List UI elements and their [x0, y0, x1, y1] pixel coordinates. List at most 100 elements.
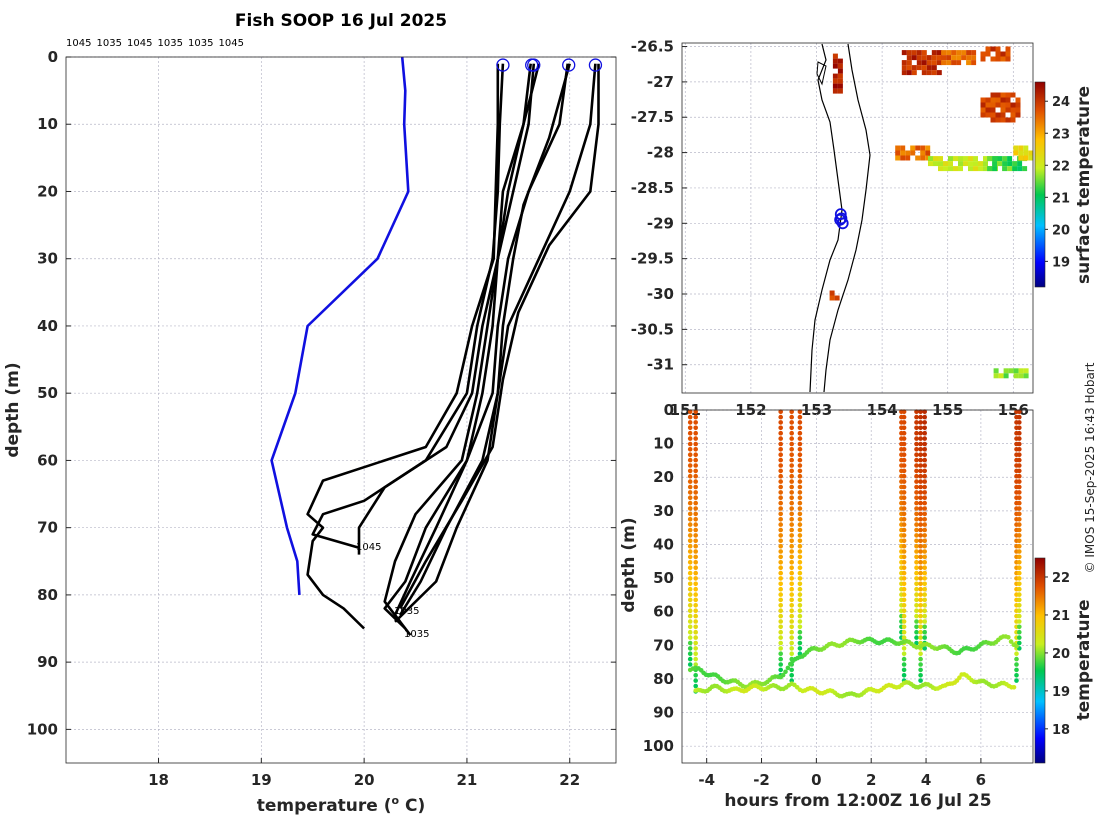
section-y-tick-label: 40	[653, 535, 674, 553]
section-dot	[778, 420, 783, 425]
section-dot	[778, 629, 783, 635]
section-grid	[682, 409, 1033, 763]
section-dot	[693, 565, 698, 570]
section-y-tick-label: 0	[664, 401, 674, 419]
section-dot	[922, 603, 927, 608]
section-dot	[693, 646, 698, 651]
sst-cell	[990, 102, 996, 108]
section-dot	[778, 473, 783, 479]
section-dot	[693, 597, 698, 603]
section-dot	[918, 479, 923, 484]
section-y-tick-label: 60	[653, 603, 674, 621]
profile-panel: Fish SOOP 16 Jul 2025 1045 1035 1045 1035 10…	[3, 11, 617, 816]
section-dot	[693, 683, 698, 689]
sst-cell	[1008, 368, 1014, 374]
section-dot	[789, 592, 794, 597]
sst-cell	[936, 50, 942, 56]
section-dot	[789, 554, 794, 560]
section-dot	[797, 619, 803, 624]
section-dot	[901, 468, 907, 474]
section-dot	[918, 667, 923, 673]
section-dot	[797, 447, 803, 452]
sst-cell	[832, 53, 838, 59]
sst-cell	[1018, 150, 1024, 156]
section-dot	[914, 436, 919, 441]
section-dot	[901, 495, 907, 501]
sst-cell	[997, 161, 1003, 167]
section-dot	[901, 425, 907, 431]
section-dot	[922, 430, 927, 436]
section-dot	[789, 651, 794, 656]
section-dot	[1017, 608, 1022, 613]
section-dot	[922, 522, 927, 527]
section-dot	[693, 420, 698, 425]
section-dot	[687, 441, 693, 447]
section-dot	[1017, 570, 1022, 576]
section-dot	[918, 522, 923, 527]
sst-cell	[948, 166, 953, 172]
section-dot	[778, 495, 783, 501]
sst-cell	[921, 50, 927, 56]
section-dot	[778, 533, 783, 538]
section-dot	[918, 586, 923, 592]
sst-cell	[1010, 117, 1016, 123]
temperature-colorbar-tick-label: 21	[1052, 609, 1070, 624]
sst-cell	[931, 50, 937, 56]
sst-cell	[1005, 51, 1011, 57]
section-dot	[693, 592, 698, 597]
sst-cell	[900, 145, 906, 151]
section-dot	[901, 576, 907, 581]
section-dot	[914, 447, 919, 452]
sst-cell	[895, 145, 901, 151]
section-axes-frame	[681, 409, 1034, 764]
section-dot	[778, 554, 783, 560]
section-dot	[918, 570, 923, 576]
section-dot	[901, 635, 907, 640]
sst-cell	[956, 60, 962, 66]
section-dot	[797, 560, 803, 565]
credit-text: © IMOS 15-Sep-2025 16:43 Hobart	[1083, 362, 1097, 573]
sst-cell	[985, 107, 991, 113]
sst-cell	[1012, 161, 1018, 167]
sst-cell	[900, 155, 906, 161]
sst-cell	[916, 50, 922, 56]
surface-marker	[588, 58, 603, 72]
section-dot	[687, 576, 693, 581]
section-dot	[918, 452, 923, 458]
sst-cell	[921, 60, 927, 66]
section-dot	[693, 538, 698, 544]
section-dot	[914, 565, 919, 570]
section-dot	[778, 517, 783, 522]
sst-cell	[1010, 92, 1016, 98]
sst-cell	[966, 55, 972, 61]
sst-cell	[978, 161, 983, 167]
sst-cell	[966, 50, 972, 56]
sst-cell	[906, 55, 912, 61]
section-dot	[693, 527, 698, 533]
section-dot	[901, 565, 907, 570]
sst-cell	[926, 65, 932, 71]
section-dot	[687, 463, 693, 468]
section-dot	[789, 543, 794, 549]
section-dot	[914, 576, 919, 581]
section-dot	[918, 576, 923, 581]
section-dot	[901, 500, 907, 506]
x-axis-label: temperature (o C)	[257, 794, 426, 816]
section-dot	[1017, 533, 1022, 538]
sst-cell	[987, 156, 993, 162]
coastline-inner	[809, 43, 843, 393]
section-dot	[914, 441, 919, 447]
section-dot	[1017, 420, 1022, 425]
section-dot	[693, 506, 698, 511]
section-dot	[789, 624, 794, 630]
section-dot	[693, 430, 698, 436]
section-dot	[901, 651, 907, 656]
section-dot	[1014, 667, 1019, 673]
section-dot	[914, 511, 919, 517]
section-dot	[1017, 522, 1022, 527]
section-dot	[797, 414, 803, 420]
sst-cell	[906, 50, 912, 56]
y-tick-label: 90	[37, 653, 58, 671]
section-dot	[797, 543, 803, 549]
map-y-tick-label: -29	[647, 214, 674, 232]
